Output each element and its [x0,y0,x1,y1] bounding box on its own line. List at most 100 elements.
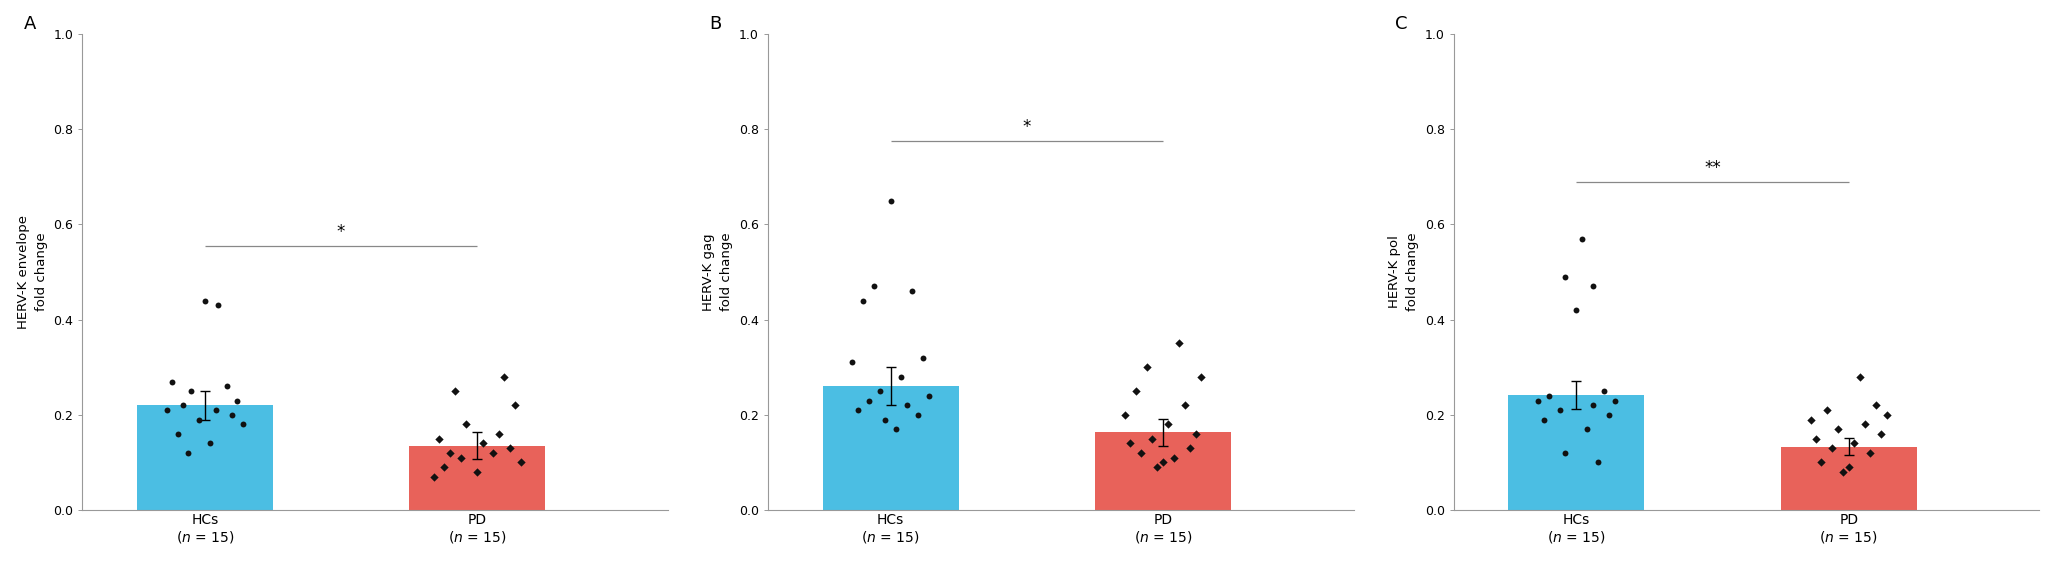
Point [1532,391,1565,400]
Point [1832,463,1865,472]
Point [1811,406,1844,415]
Bar [822,386,958,510]
Point [504,458,537,467]
Point [1842,372,1875,381]
Point [1521,396,1554,405]
Point [884,372,917,381]
Y-axis label: HERV-K envelope
fold change: HERV-K envelope fold change [16,215,47,329]
Point [1799,434,1832,443]
Point [1855,448,1887,457]
Point [189,296,222,305]
Point [837,358,870,367]
Point [1561,306,1593,315]
Point [428,463,461,472]
Point [857,282,890,291]
Bar [1780,447,1916,510]
Point [1548,448,1581,457]
Point [438,387,471,396]
Text: **: ** [1704,159,1721,177]
Point [1151,420,1184,429]
Point [907,353,940,362]
Point [434,448,467,457]
Point [1577,401,1610,410]
Point [167,401,199,410]
Point [896,287,929,296]
Point [222,396,255,405]
Point [1838,439,1871,448]
Point [210,382,243,391]
Point [1174,443,1207,452]
Point [1815,443,1848,452]
Point [1164,339,1197,348]
Point [1147,458,1180,467]
Point [1548,272,1581,281]
Bar [136,405,273,510]
Point [1795,415,1828,424]
Point [1587,387,1620,396]
Point [216,410,249,419]
Point [450,420,483,429]
Point [1822,425,1855,434]
Point [467,439,500,448]
Bar [1509,395,1645,510]
Point [1158,453,1190,462]
Point [1598,396,1630,405]
Point [1114,439,1147,448]
Point [1581,458,1614,467]
Point [1180,429,1213,438]
Text: *: * [1022,119,1030,137]
Point [1848,420,1881,429]
Point [193,439,226,448]
Point [1828,468,1861,477]
Point [1865,429,1898,438]
Text: C: C [1396,15,1408,33]
Point [417,472,450,481]
Point [1805,458,1838,467]
Point [477,448,510,457]
Point [483,429,516,438]
Point [173,448,206,457]
Point [150,406,183,415]
Point [444,453,477,462]
Point [880,425,913,434]
Point [226,420,259,429]
Point [493,443,526,452]
Point [1565,234,1598,243]
Point [199,406,232,415]
Point [175,387,208,396]
Point [864,387,896,396]
Point [870,415,903,424]
Point [1108,410,1141,419]
Point [1118,387,1151,396]
Point [1131,362,1164,371]
Bar [409,446,545,510]
Point [1593,410,1626,419]
Point [156,377,189,386]
Point [1859,401,1892,410]
Point [1544,406,1577,415]
Text: *: * [337,223,345,241]
Point [1571,425,1604,434]
Point [500,401,533,410]
Point [1528,415,1561,424]
Point [183,415,216,424]
Point [1125,448,1158,457]
Bar [1096,432,1232,510]
Point [424,434,456,443]
Point [487,372,520,381]
Point [1184,372,1217,381]
Point [853,396,886,405]
Point [890,401,923,410]
Point [1135,434,1168,443]
Point [201,301,234,310]
Point [160,429,193,438]
Point [901,410,933,419]
Text: B: B [709,15,722,33]
Point [913,391,946,400]
Point [1577,282,1610,291]
Point [1168,401,1201,410]
Point [1141,463,1174,472]
Point [841,406,874,415]
Y-axis label: HERV-K gag
fold change: HERV-K gag fold change [703,233,734,311]
Point [847,296,880,305]
